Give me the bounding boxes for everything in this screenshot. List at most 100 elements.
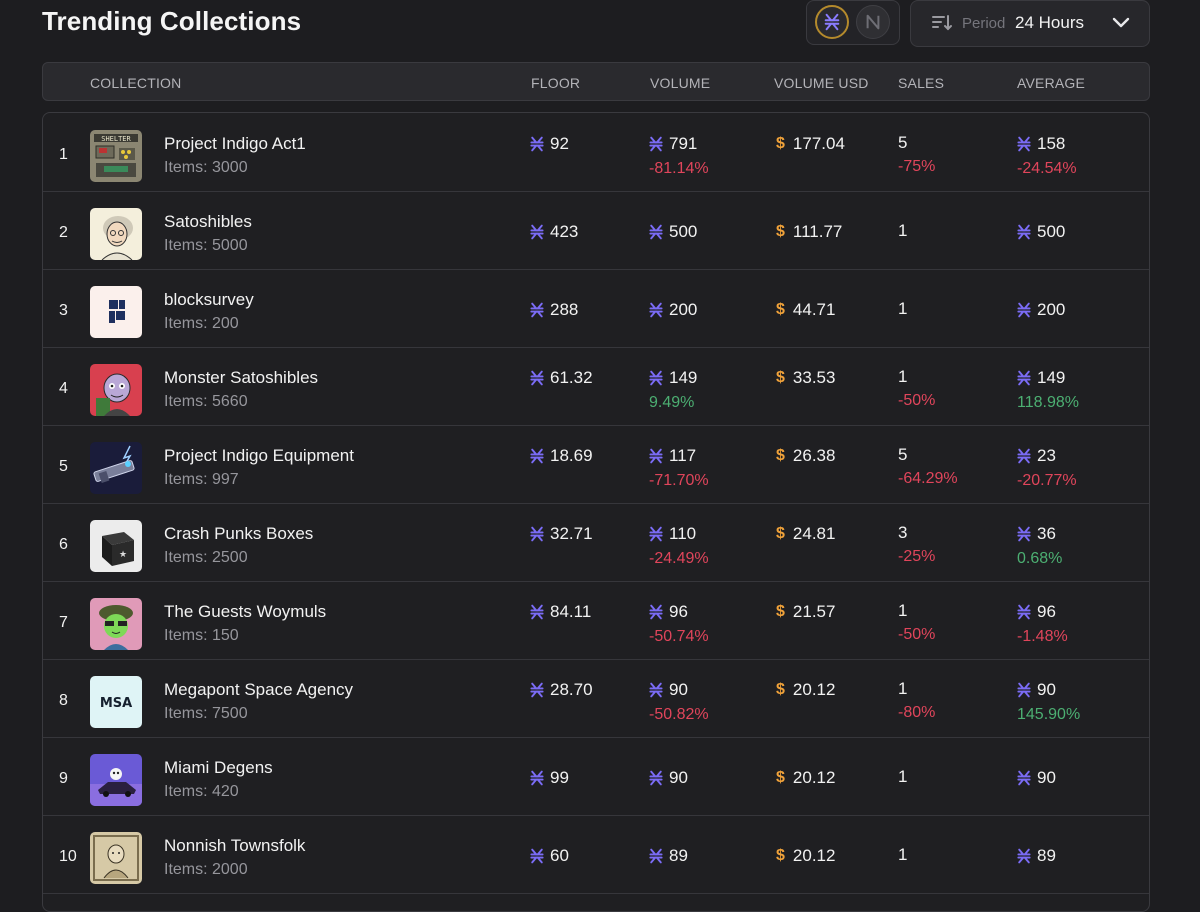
average-amount: 90 (1037, 680, 1056, 699)
column-header-volume[interactable]: VOLUME (650, 75, 711, 91)
floor-amount: 28.70 (550, 680, 593, 699)
average-value: 158 (1016, 134, 1065, 154)
stacks-chain-button[interactable] (815, 5, 849, 39)
volume-usd-value: $20.12 (776, 768, 835, 788)
floor-amount: 61.32 (550, 368, 593, 387)
stacks-icon (530, 604, 544, 620)
average-amount: 89 (1037, 846, 1056, 865)
collection-name[interactable]: Project Indigo Equipment (164, 446, 354, 465)
average-change: 145.90% (1017, 706, 1081, 723)
table-row[interactable]: 5 Project Indigo Equipment Items: 997 18.69… (43, 425, 1149, 504)
column-header-volume-usd[interactable]: VOLUME USD (774, 75, 869, 91)
stacks-icon (649, 370, 663, 386)
average-value: 96 (1016, 602, 1056, 622)
sales-change: -50% (898, 392, 936, 409)
table-row[interactable]: 7 The Guests Woymuls Items: 150 84.11 96 -50.… (43, 581, 1149, 660)
volume-value: 149 (648, 368, 697, 388)
collection-name[interactable]: Nonnish Townsfolk (164, 836, 306, 855)
volume-value: 90 (648, 680, 688, 700)
floor-amount: 60 (550, 846, 569, 865)
stacks-icon (649, 526, 663, 542)
rank: 7 (59, 614, 68, 631)
collection-name[interactable]: Crash Punks Boxes (164, 524, 314, 543)
stacks-icon (530, 682, 544, 698)
sales-amount: 1 (898, 601, 908, 620)
collection-thumbnail[interactable] (90, 832, 142, 884)
volume-amount: 90 (669, 768, 688, 787)
collection-items: Items: 997 (164, 471, 239, 488)
rank: 10 (59, 848, 77, 865)
column-header-collection[interactable]: COLLECTION (90, 75, 182, 91)
collection-name[interactable]: Monster Satoshibles (164, 368, 319, 387)
average-amount: 23 (1037, 446, 1056, 465)
sales-amount: 1 (898, 299, 908, 318)
average-amount: 200 (1037, 300, 1066, 319)
stacks-icon (649, 682, 663, 698)
table-row[interactable]: 8 MSA Megapont Space Agency Items: 7500 28.7… (43, 659, 1149, 738)
collection-name[interactable]: Megapont Space Agency (164, 680, 354, 699)
collection-name[interactable]: blocksurvey (164, 290, 254, 309)
collection-items: Items: 5000 (164, 237, 248, 254)
sales-value: 1 (898, 367, 907, 387)
sales-change: -64.29% (898, 470, 958, 487)
floor-amount: 99 (550, 768, 569, 787)
rank: 8 (59, 692, 68, 709)
volume-usd-amount: 20.12 (792, 846, 836, 865)
table-row[interactable]: 2 Satoshibles Items: 5000 423 500 $111.77 1 500 (43, 191, 1149, 270)
floor-value: 92 (529, 134, 569, 154)
average-value: 90 (1016, 680, 1056, 700)
column-header-sales[interactable]: SALES (898, 75, 945, 91)
table-row[interactable]: 3 blocksurvey Items: 200 288 200 $44.71 1 200 (43, 269, 1149, 348)
near-icon (866, 14, 880, 30)
collection-items: Items: 5660 (164, 393, 248, 410)
stacks-icon (1017, 370, 1031, 386)
volume-usd-value: $20.12 (776, 846, 835, 866)
volume-change: -71.70% (649, 472, 709, 489)
collection-thumbnail[interactable] (90, 598, 142, 650)
collection-name[interactable]: The Guests Woymuls (164, 602, 327, 621)
collection-thumbnail[interactable] (90, 754, 142, 806)
dollar-icon: $ (776, 847, 785, 864)
sales-change: -75% (898, 158, 936, 175)
volume-change: -50.74% (649, 628, 709, 645)
table-row[interactable]: 4 Monster Satoshibles Items: 5660 61.32 149 9… (43, 347, 1149, 426)
sales-amount: 1 (898, 767, 908, 786)
stacks-icon (824, 13, 840, 31)
column-header-average[interactable]: AVERAGE (1017, 75, 1086, 91)
collection-thumbnail[interactable] (90, 208, 142, 260)
floor-value: 61.32 (529, 368, 593, 388)
collection-items: Items: 150 (164, 627, 239, 644)
near-chain-button[interactable] (856, 5, 890, 39)
table-row[interactable]: 10 Nonnish Townsfolk Items: 2000 60 89 $20.12… (43, 815, 1149, 894)
floor-value: 423 (529, 222, 578, 242)
floor-amount: 18.69 (550, 446, 593, 465)
period-dropdown[interactable]: Period 24 Hours (910, 0, 1150, 47)
collection-thumbnail[interactable] (90, 286, 142, 338)
stacks-icon (1017, 526, 1031, 542)
svg-text:SHELTER: SHELTER (101, 135, 131, 143)
chain-toggle (806, 0, 900, 45)
table-row[interactable]: 9 Miami Degens Items: 420 99 90 $20.12 1 90 (43, 737, 1149, 816)
collection-thumbnail[interactable]: ★ (90, 520, 142, 572)
volume-amount: 791 (669, 134, 698, 153)
table-row[interactable]: 1 SHELTER Project Indigo Act1 Items: 3000 92… (43, 113, 1149, 192)
rank: 4 (59, 380, 68, 397)
volume-value: 791 (648, 134, 697, 154)
stacks-icon (1017, 770, 1031, 786)
collection-name[interactable]: Miami Degens (164, 758, 273, 777)
collection-thumbnail[interactable] (90, 364, 142, 416)
collection-name[interactable]: Project Indigo Act1 (164, 134, 306, 153)
volume-usd-amount: 177.04 (792, 134, 845, 153)
collection-name[interactable]: Satoshibles (164, 212, 252, 231)
stacks-icon (649, 136, 663, 152)
average-value: 23 (1016, 446, 1056, 466)
collection-thumbnail[interactable]: MSA (90, 676, 142, 728)
table-row[interactable]: 6 ★ Crash Punks Boxes Items: 2500 32.71 110 -2… (43, 503, 1149, 582)
sales-value: 5 (898, 133, 907, 153)
rank: 2 (59, 224, 68, 241)
collection-thumbnail[interactable] (90, 442, 142, 494)
average-value: 149 (1016, 368, 1065, 388)
floor-amount: 288 (550, 300, 579, 319)
collection-thumbnail[interactable]: SHELTER (90, 130, 142, 182)
column-header-floor[interactable]: FLOOR (531, 75, 581, 91)
